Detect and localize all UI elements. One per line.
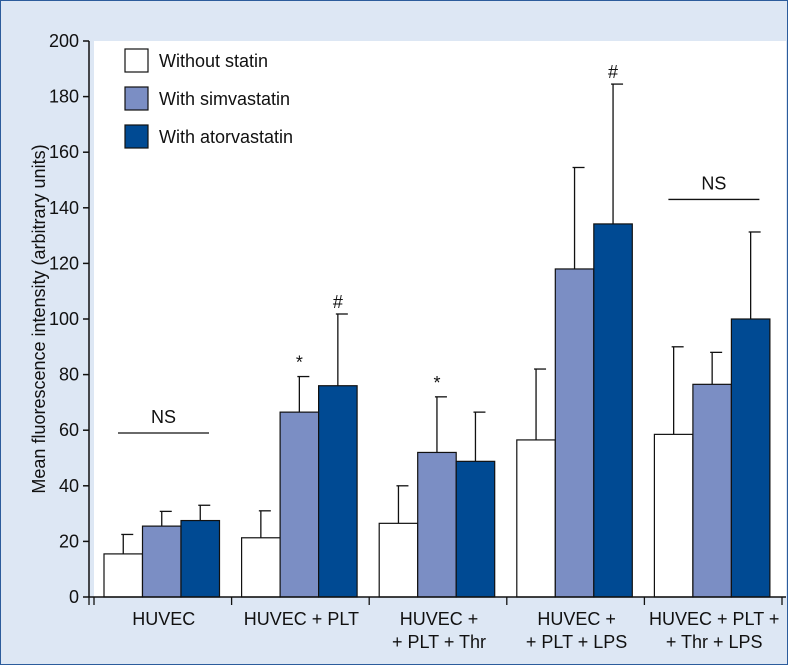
bar <box>378 522 419 598</box>
bar <box>455 460 496 598</box>
y-tick-label: 120 <box>49 253 79 273</box>
ns-label: NS <box>701 173 726 193</box>
significance-marker: # <box>333 292 343 312</box>
y-tick-label: 160 <box>49 142 79 162</box>
x-category-label: HUVEC + <box>400 609 479 629</box>
significance-marker: * <box>296 353 303 373</box>
y-tick-label: 140 <box>49 198 79 218</box>
y-tick-label: 20 <box>59 531 79 551</box>
bar <box>141 525 182 598</box>
bar <box>692 383 733 598</box>
x-category-label: HUVEC + <box>537 609 616 629</box>
legend-label: With atorvastatin <box>159 127 293 147</box>
x-category-label: HUVEC <box>132 609 195 629</box>
bar <box>593 223 633 598</box>
legend-swatch <box>124 124 149 149</box>
legend-label: Without statin <box>159 51 268 71</box>
x-category-label: HUVEC + PLT + <box>649 609 779 629</box>
annotations-layer: NS * # * # NS <box>118 62 760 434</box>
bars-layer <box>103 83 771 598</box>
ns-label: NS <box>151 407 176 427</box>
bar <box>241 537 281 598</box>
bar <box>318 385 358 598</box>
legend-label: With simvastatin <box>159 89 290 109</box>
y-tick-label: 180 <box>49 87 79 107</box>
legend: Without statin With simvastatin With atorv… <box>124 48 293 149</box>
y-tick-label: 80 <box>59 365 79 385</box>
y-tick-label: 200 <box>49 31 79 51</box>
y-tick-label: 100 <box>49 309 79 329</box>
bar <box>730 318 771 598</box>
x-category-label: HUVEC + PLT <box>244 609 359 629</box>
significance-marker: # <box>608 62 618 82</box>
x-category-label: + PLT + Thr <box>392 632 486 652</box>
axes-layer: 0 20 40 60 80 100 120 140 160 180 200 HUVEC HUVEC + … <box>29 31 786 652</box>
significance-marker: * <box>433 373 440 393</box>
bar <box>554 268 595 598</box>
legend-swatch <box>124 48 149 73</box>
legend-swatch <box>124 86 149 111</box>
bar <box>180 519 221 598</box>
y-tick-label: 40 <box>59 476 79 496</box>
y-tick-label: 60 <box>59 420 79 440</box>
bar <box>103 553 144 598</box>
bar <box>417 451 457 598</box>
x-category-label: + Thr + LPS <box>666 632 763 652</box>
y-tick-label: 0 <box>69 587 79 607</box>
bar <box>653 433 694 598</box>
y-axis-title: Mean fluorescence intensity (arbitrary u… <box>29 144 49 493</box>
bar <box>279 411 320 598</box>
bar <box>516 439 556 598</box>
x-category-label: + PLT + LPS <box>526 632 627 652</box>
